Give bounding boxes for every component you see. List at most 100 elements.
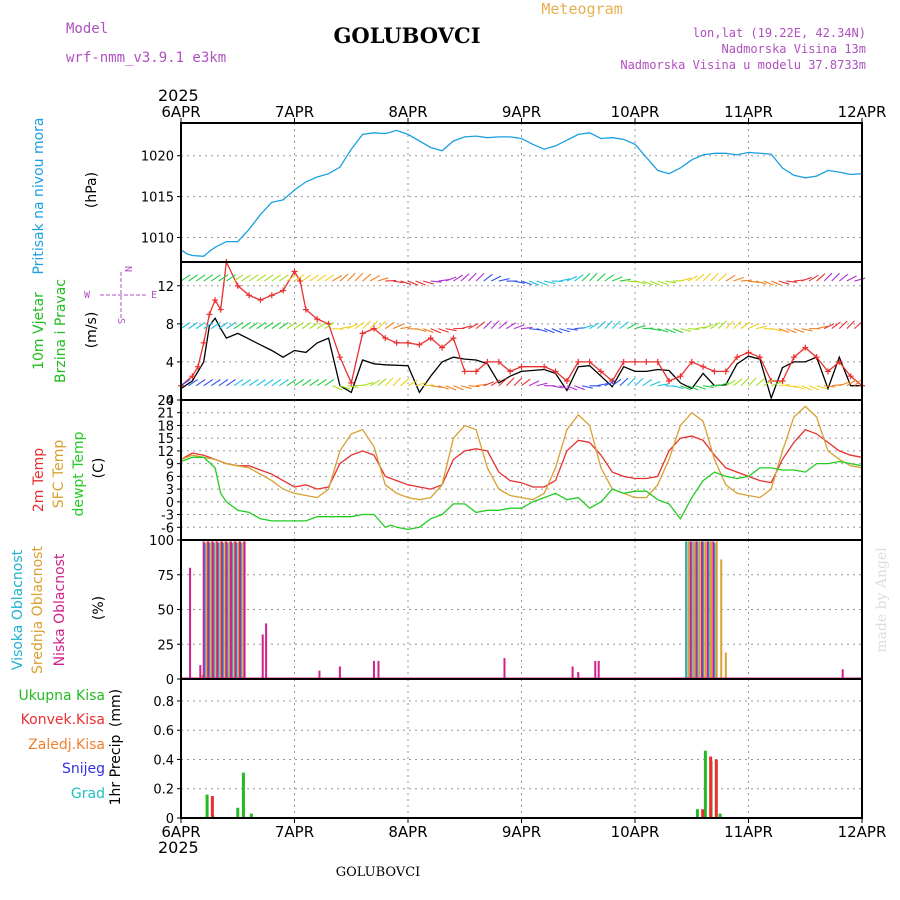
bar [221,542,224,679]
wind-arrow [339,385,351,390]
wind-arrow [354,321,365,330]
gust-marker [461,368,468,375]
gust-marker [745,349,752,356]
dewpoint-title: dewpt Temp [71,431,87,516]
wind-arrow [324,379,335,387]
panel-frame [180,678,863,819]
wind-arrow [513,377,523,387]
gust-marker [643,358,650,365]
wind-arrow [566,385,578,391]
wind-arrow [324,274,335,282]
wind-arrow [823,323,835,330]
wind-arrow [400,326,412,330]
y-tick-label: -3 [161,509,174,524]
wind-arrow [559,385,570,390]
wind-arrow [740,377,750,387]
wind-arrow [422,328,434,334]
y-tick-label: 6 [166,470,174,485]
wind-arrow [407,379,418,387]
gust-marker [246,292,253,299]
bar [265,623,268,679]
bar [241,772,245,818]
x-tick-label-top: 8APR [388,103,427,121]
bar [318,670,321,679]
wind-arrow [824,385,836,388]
wind-arrow [778,328,790,333]
pressure-unit: (hPa) [84,172,100,208]
wind-arrow [180,274,191,282]
gust-marker [722,368,729,375]
gust-marker [700,363,707,370]
gust-marker [302,306,309,313]
bar [710,541,713,679]
wind-arrow [725,274,736,282]
bar [704,541,707,679]
bar [210,796,214,818]
wind-arrow [589,272,598,282]
wind-arrow [619,278,631,282]
bar [216,541,219,679]
wind-arrow [544,280,556,285]
bar [210,541,213,679]
gust-marker [711,368,718,375]
gust-marker [586,358,593,365]
wind-arrow [241,274,251,282]
wind-arrow [392,280,404,284]
wind-arrow [294,379,304,387]
wind-arrow [286,379,297,387]
series-visoka [203,541,716,679]
x-tick-label-top: 6APR [161,103,200,121]
x-tick-label-bottom: 8APR [388,823,427,841]
wind-arrow [665,328,676,334]
wind-arrow [301,321,312,330]
x-tick-label-top: 7APR [275,103,314,121]
series-ukupna-kisa [205,750,722,818]
gust-marker [756,354,763,361]
bar [702,541,705,679]
wind-arrow [733,276,744,282]
y-tick-label: 0 [166,394,174,409]
elevation-text: Nadmorska Visina 13m [722,42,867,56]
wind-arrow [665,280,677,284]
bar [225,541,228,679]
wind-arrow [611,320,621,330]
wind-arrow [831,321,841,330]
wind-arrow [309,379,320,387]
wind-arrow [400,378,410,387]
gust-marker [666,377,673,384]
x-tick-label-top: 11APR [724,103,773,121]
wind-arrow [316,379,327,387]
wind-arrow [271,379,282,387]
x-tick-label-top: 10APR [611,103,660,121]
wind-arrow [536,382,548,387]
wind-arrow [695,326,707,330]
wind-arrow [619,321,629,330]
y-tick-label: 8 [166,318,174,333]
wind-arrow [725,320,734,330]
wind-arrow [332,328,344,330]
y-tick-label: 24 [157,394,174,409]
gust-marker [314,316,321,323]
bar [712,541,715,679]
wind-arrow [771,328,783,332]
bar [695,541,698,679]
legend-conv-rain: Konvek.Kisa [21,712,105,728]
x-tick-label-bottom: 9APR [502,823,541,841]
bar [703,750,707,818]
bar [217,542,220,679]
gust-marker [847,373,854,380]
bar [206,541,209,679]
wind-arrow [778,280,790,285]
bar [718,813,722,818]
wind-arrow [362,320,371,330]
wind-arrow [634,325,646,330]
wind-arrow [263,274,274,282]
temp-2m-title: 2m Temp [31,448,47,512]
wind-arrow [649,380,661,387]
wind-arrow [377,320,387,330]
wind-arrow [733,378,743,387]
wind-arrow [838,273,849,282]
wind-arrow [801,276,813,282]
wind-arrow [687,275,698,282]
compass-east: E [151,290,157,301]
